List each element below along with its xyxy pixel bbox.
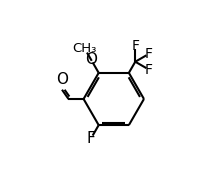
- Text: F: F: [145, 47, 153, 61]
- Text: CH₃: CH₃: [73, 42, 97, 55]
- Text: F: F: [145, 63, 153, 77]
- Text: O: O: [56, 72, 68, 87]
- Text: O: O: [85, 52, 97, 67]
- Text: F: F: [131, 39, 139, 53]
- Text: F: F: [87, 131, 95, 146]
